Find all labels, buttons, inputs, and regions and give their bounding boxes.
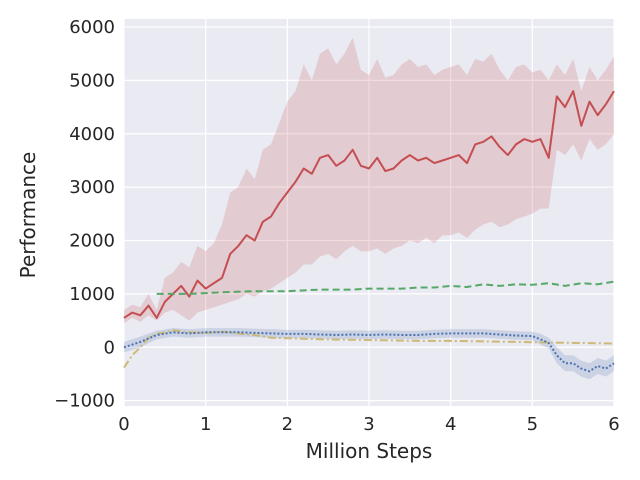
x-tick-label: 0 [118, 414, 129, 435]
y-tick-label: 1000 [69, 284, 115, 305]
y-tick-label: 6000 [69, 17, 115, 38]
grid [123, 19, 615, 406]
y-tick-label: 5000 [69, 70, 115, 91]
series-0-line [123, 90, 615, 319]
series-3-line [123, 329, 615, 369]
x-tick-labels: 0 1 2 3 4 5 6 [118, 414, 619, 435]
y-tick-label: −1000 [54, 391, 115, 412]
y-tick-label: 2000 [69, 231, 115, 252]
y-axis-label: Performance [16, 152, 40, 279]
x-tick-label: 4 [445, 414, 456, 435]
y-tick-label: 4000 [69, 124, 115, 145]
x-axis-label: Million Steps [306, 439, 433, 463]
x-tick-label: 3 [363, 414, 374, 435]
x-tick-label: 6 [608, 414, 619, 435]
x-tick-label: 2 [282, 414, 293, 435]
series-4-band [124, 328, 614, 380]
y-tick-label: 0 [104, 337, 115, 358]
y-tick-labels: −1000 0 1000 2000 3000 4000 5000 6000 [54, 17, 115, 412]
series-1-line [156, 280, 615, 295]
x-tick-label: 5 [527, 414, 538, 435]
series-0-band [124, 37, 614, 324]
confidence-bands [124, 37, 614, 380]
x-tick-label: 1 [200, 414, 211, 435]
series-lines [123, 90, 615, 373]
series-4-line [123, 331, 615, 373]
y-tick-label: 3000 [69, 177, 115, 198]
